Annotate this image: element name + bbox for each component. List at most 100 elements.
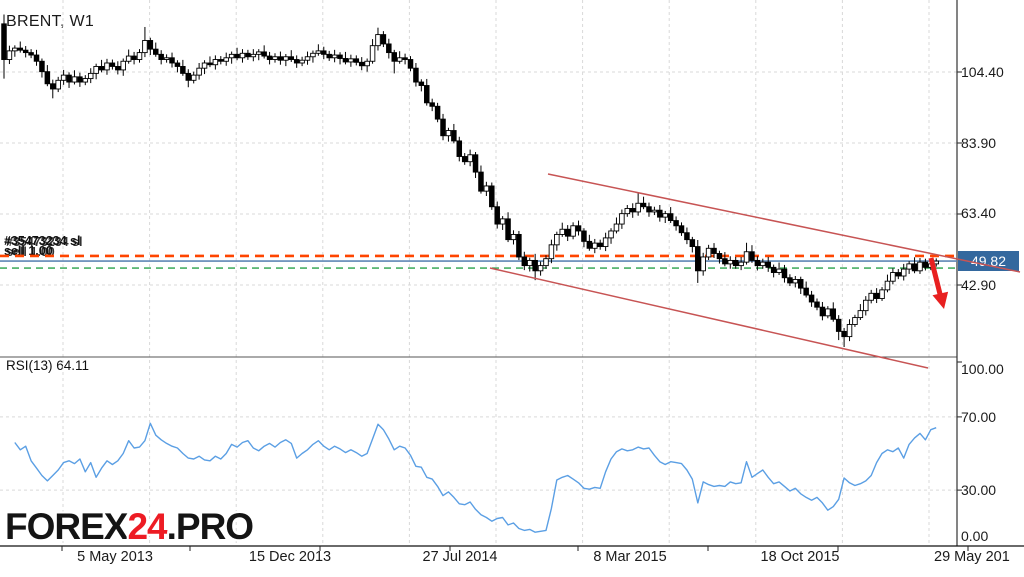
candle-body-bear xyxy=(153,48,159,55)
candle-body-bear xyxy=(147,40,154,50)
candle-body-bull xyxy=(526,259,533,267)
candle-body-bull xyxy=(304,56,311,61)
candle-body-bull xyxy=(483,185,490,192)
date-axis-label: 8 Mar 2015 xyxy=(593,549,667,565)
candle-body-bear xyxy=(98,66,105,71)
candle-body-bull xyxy=(900,268,907,277)
rsi-axis-label: 0.00 xyxy=(961,528,989,544)
candle-body-bear xyxy=(456,140,463,157)
price-axis-label: 104.40 xyxy=(961,64,1004,80)
candle-body-bear xyxy=(66,74,72,83)
logo-part-pro: .PRO xyxy=(166,506,254,547)
candle-body-bull xyxy=(499,218,506,225)
candle-body-bear xyxy=(803,287,809,296)
candle-body-bear xyxy=(115,66,121,71)
candle-body-bear xyxy=(17,47,24,51)
candle-body-bear xyxy=(429,102,435,107)
candle-body-bear xyxy=(337,54,343,59)
candle-body-bull xyxy=(592,242,598,249)
candle-body-bear xyxy=(407,59,414,69)
candle-body-bull xyxy=(705,247,712,258)
date-axis-label: 15 Dec 2013 xyxy=(248,549,332,565)
candle-body-bull xyxy=(852,317,858,325)
candle-body-bull xyxy=(120,60,126,71)
candle-body-bear xyxy=(174,62,181,67)
candle-body-bull xyxy=(239,52,246,59)
candle-body-bear xyxy=(911,263,918,272)
candle-body-bull xyxy=(12,47,18,52)
price-axis-label: 63.40 xyxy=(961,205,997,221)
candle-body-bull xyxy=(554,233,560,246)
candle-body-bull xyxy=(190,74,197,81)
candle-body-bear xyxy=(835,318,842,332)
date-axis-label: 29 May 201 xyxy=(934,549,1010,565)
candle-body-bear xyxy=(494,206,500,225)
candle-body-bull xyxy=(559,228,566,235)
candle-body-bear xyxy=(646,206,652,213)
trend-channel-upper-line[interactable] xyxy=(547,173,1021,273)
candle-body-bear xyxy=(44,71,51,85)
candle-body-bull xyxy=(255,51,262,55)
candle-body-bear xyxy=(418,81,425,86)
rsi-line xyxy=(14,422,937,533)
candle-body-bull xyxy=(543,258,549,267)
candle-body-bear xyxy=(461,156,468,163)
candle-body-bull xyxy=(651,209,658,213)
candle-body-bear xyxy=(873,292,880,299)
candle-body-bear xyxy=(180,66,186,74)
candle-body-bull xyxy=(510,233,517,241)
candle-body-bull xyxy=(548,244,555,260)
candle-body-bear xyxy=(131,55,137,60)
candle-body-bull xyxy=(364,60,370,67)
candle-body-bull xyxy=(272,56,278,60)
candle-body-bull xyxy=(375,34,381,47)
candle-body-bear xyxy=(218,59,224,62)
candle-body-bear xyxy=(451,130,457,142)
candle-body-bear xyxy=(695,246,701,272)
candle-body-bear xyxy=(689,239,696,248)
candle-body-bear xyxy=(391,52,397,62)
candle-body-bear xyxy=(169,57,175,64)
trend-channel-lower-line[interactable] xyxy=(489,267,929,369)
candle-body-bear xyxy=(808,294,815,303)
candle-body-bull xyxy=(87,72,94,80)
candle-body-bull xyxy=(890,272,896,282)
candle-body-bull xyxy=(846,324,853,338)
candle-body-bull xyxy=(608,230,614,239)
candle-body-bear xyxy=(673,220,679,227)
candle-body-bear xyxy=(234,53,240,59)
candle-body-bear xyxy=(77,76,83,83)
candle-body-bull xyxy=(868,292,874,301)
order-action-label: sell 1.00 xyxy=(4,244,53,258)
symbol-timeframe-label: BRENT, W1 xyxy=(6,13,95,30)
candle-body-bull xyxy=(104,62,110,71)
candle-body-bull xyxy=(6,50,13,60)
candle-body-bull xyxy=(445,130,452,137)
candle-body-bear xyxy=(22,49,29,54)
down-arrow-shaft xyxy=(928,257,943,295)
rsi-axis-label: 30.00 xyxy=(961,482,997,498)
price-axis-label: 83.90 xyxy=(961,135,997,151)
candle-body-bear xyxy=(640,202,647,208)
candle-body-bull xyxy=(635,202,641,213)
candle-body-bull xyxy=(662,213,668,218)
date-axis-label: 27 Jul 2014 xyxy=(422,549,498,565)
candle-body-bear xyxy=(819,306,826,317)
candle-body-bull xyxy=(299,59,305,64)
candle-body-bear xyxy=(830,308,837,320)
candle-body-bear xyxy=(521,256,528,267)
date-axis-label: 5 May 2013 xyxy=(77,549,153,565)
candle-body-bull xyxy=(310,52,316,58)
candle-body-bear xyxy=(678,225,685,234)
candle-body-bear xyxy=(732,259,739,267)
candle-body-bear xyxy=(684,232,690,241)
candle-body-bull xyxy=(55,79,61,90)
rsi-indicator-label: RSI(13) 64.11 xyxy=(6,358,90,373)
candle-body-bear xyxy=(478,171,484,192)
candle-body-bull xyxy=(760,261,766,267)
rsi-axis-label: 100.00 xyxy=(961,361,1004,377)
candle-body-bear xyxy=(667,213,674,222)
candle-body-bear xyxy=(434,105,441,120)
candle-body-bull xyxy=(467,154,473,163)
